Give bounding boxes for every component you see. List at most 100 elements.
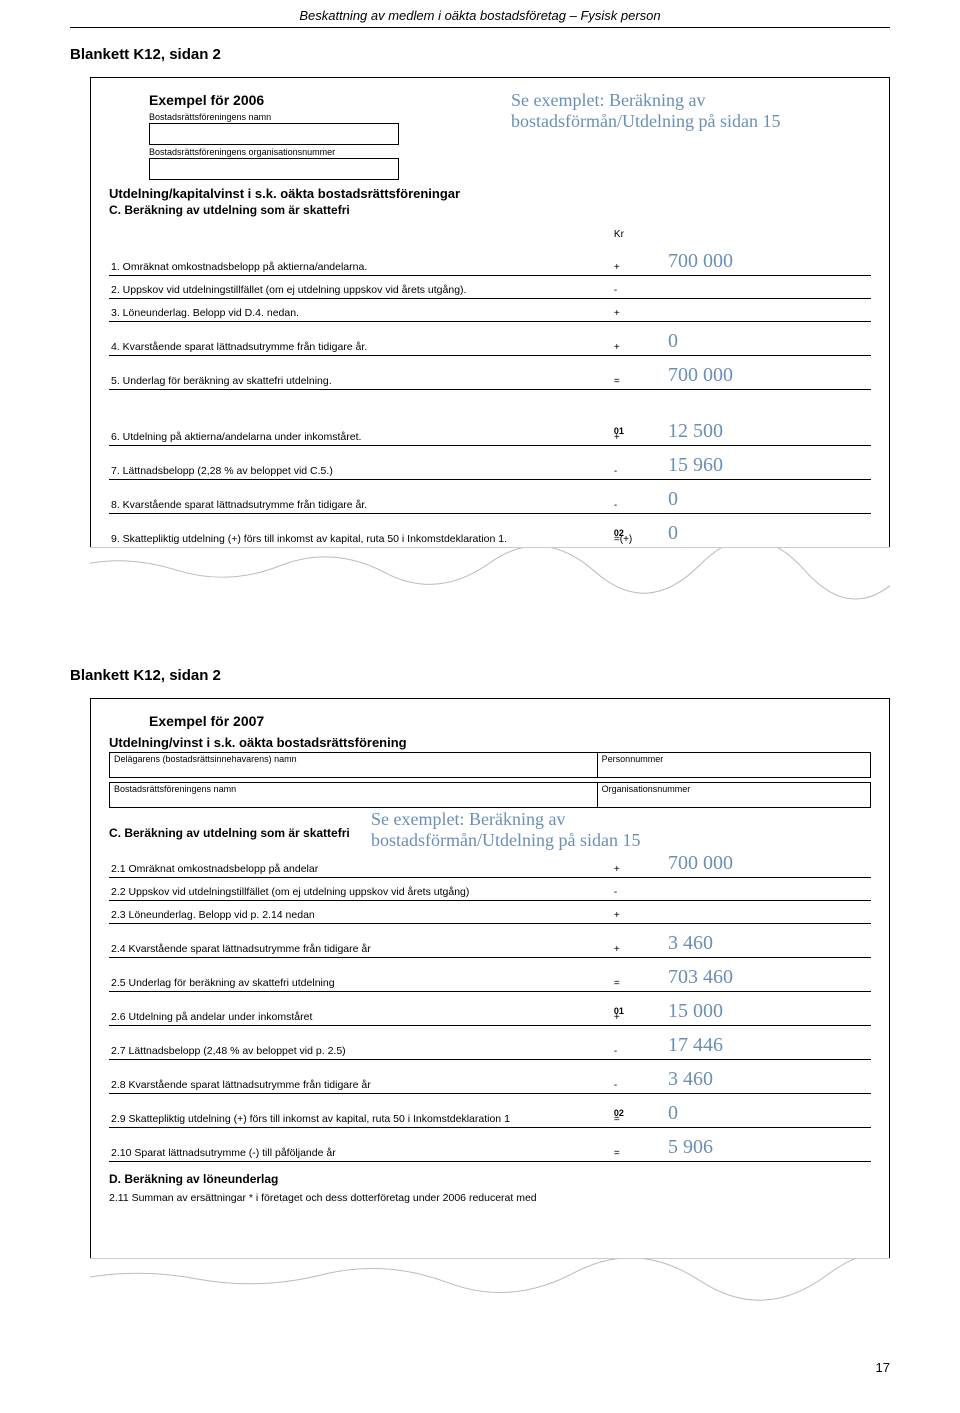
heading-c1-2007: Utdelning/vinst i s.k. oäkta bostadsrätt… [109,735,871,750]
hw-value: 12 500 [668,420,723,442]
heading-c1-2006: Utdelning/kapitalvinst i s.k. oäkta bost… [109,186,871,201]
handwritten-note-2007: Se exemplet: Beräkning av bostadsförmån/… [371,809,671,850]
field-name: Bostadsrättsföreningens namn [149,112,399,145]
table-2006-a: Kr 1. Omräknat omkostnadsbelopp på aktie… [109,221,871,582]
row-val: 5 906 [650,1128,871,1162]
row-val: 17 446 [650,1026,871,1060]
table-row: 1. Omräknat omkostnadsbelopp på aktierna… [109,242,871,276]
row-desc: 1. Omräknat omkostnadsbelopp på aktierna… [109,242,612,276]
row-desc: 3. Löneunderlag. Belopp vid D.4. nedan. [109,299,612,322]
table-row: 6. Utdelning på aktierna/andelarna under… [109,412,871,446]
hw-value: 0 [668,1102,678,1124]
section-title-2007: Blankett K12, sidan 2 [70,667,890,684]
op-text: = [614,1114,620,1125]
op-text: =(+) [614,534,632,545]
row-val: 703 460 [650,958,871,992]
row-desc: 6. Utdelning på aktierna/andelarna under… [109,412,612,446]
row-val: 3 460 [650,924,871,958]
cutoff-line: 2.11 Summan av ersättningar * i företage… [109,1186,871,1204]
row-desc: 2.6 Utdelning på andelar under inkomstår… [109,992,612,1026]
hw-value: 15 960 [668,454,723,476]
table-row: 2.9 Skattepliktig utdelning (+) förs til… [109,1094,871,1128]
row-val: 3 460 [650,1060,871,1094]
row-op: + [612,322,650,356]
form-2007-card: Exempel för 2007 Utdelning/vinst i s.k. … [90,698,890,1318]
table-row: 9. Skattepliktig utdelning (+) förs till… [109,513,871,547]
hw-value: 0 [668,488,678,510]
form-2006-wrap: Se exemplet: Beräkning av bostadsförmån/… [90,77,890,607]
row-op: + [612,242,650,276]
row-op: - [612,479,650,513]
table-row: 3. Löneunderlag. Belopp vid D.4. nedan. … [109,299,871,322]
label-orgnr-2007[interactable]: Organisationsnummer [597,782,871,808]
op-text: + [614,432,620,443]
row-op: - [612,878,650,901]
row-op: - [612,1026,650,1060]
hw-value: 700 000 [668,364,733,386]
form-2007-wrap: Exempel för 2007 Utdelning/vinst i s.k. … [90,698,890,1318]
table-row: 4. Kvarstående sparat lättnadsutrymme fr… [109,322,871,356]
row-desc: 8. Kvarstående sparat lättnadsutrymme fr… [109,479,612,513]
table-row: 2.10 Sparat lättnadsutrymme (-) till påf… [109,1128,871,1162]
hw-value: 15 000 [668,1000,723,1022]
hw-value: 5 906 [668,1136,713,1158]
table-row: 7. Lättnadsbelopp (2,28 % av beloppet vi… [109,445,871,479]
row-val [650,276,871,299]
hw-value: 17 446 [668,1034,723,1056]
handwritten-note-2006: Se exemplet: Beräkning av bostadsförmån/… [511,90,811,131]
table-row: 2.2 Uppskov vid utdelningstillfället (om… [109,878,871,901]
row-desc: 2.4 Kvarstående sparat lättnadsutrymme f… [109,924,612,958]
row-val [650,878,871,901]
row-val: 700 000 [650,242,871,276]
table-row: 2.6 Utdelning på andelar under inkomstår… [109,992,871,1026]
row-val [650,299,871,322]
row-op: 01+ [612,412,650,446]
table-row: 2.3 Löneunderlag. Belopp vid p. 2.14 ned… [109,901,871,924]
row-val [650,901,871,924]
row-op: = [612,356,650,390]
row-desc: 2.8 Kvarstående sparat lättnadsutrymme f… [109,1060,612,1094]
top-fields-2006b: Bostadsrättsföreningens organisationsnum… [149,147,871,180]
input-orgnr[interactable] [149,158,399,180]
row-val: 0 [650,479,871,513]
table-row: 8. Kvarstående sparat lättnadsutrymme fr… [109,479,871,513]
hw-value: 703 460 [668,966,733,988]
row-op: + [612,901,650,924]
row-val: 700 000 [650,844,871,878]
label-name-2007[interactable]: Bostadsrättsföreningens namn [109,782,597,808]
row-val: 0 [650,513,871,547]
torn-edge-icon [90,547,890,607]
row-val: 12 500 [650,412,871,446]
row-op: = [612,1128,650,1162]
header-rule [70,27,890,28]
hw-value: 0 [668,330,678,352]
label-name: Bostadsrättsföreningens namn [149,112,399,122]
page: Beskattning av medlem i oäkta bostadsför… [0,0,960,1413]
kr-row: Kr [109,221,871,242]
row-desc: 4. Kvarstående sparat lättnadsutrymme fr… [109,322,612,356]
row-val: 15 960 [650,445,871,479]
row-desc: 2.3 Löneunderlag. Belopp vid p. 2.14 ned… [109,901,612,924]
section-title-2006: Blankett K12, sidan 2 [70,46,890,63]
heading-c2-2006: C. Beräkning av utdelning som är skattef… [109,203,871,217]
label-owner[interactable]: Delägarens (bostadsrättsinnehavarens) na… [109,752,597,778]
table-row: 2.8 Kvarstående sparat lättnadsutrymme f… [109,1060,871,1094]
row-desc: 2.7 Lättnadsbelopp (2,48 % av beloppet v… [109,1026,612,1060]
row-val: 0 [650,322,871,356]
label-pnr[interactable]: Personnummer [597,752,871,778]
row-val: 15 000 [650,992,871,1026]
table-2007: 2.1 Omräknat omkostnadsbelopp på andelar… [109,844,871,1162]
input-name[interactable] [149,123,399,145]
op-text: + [614,1012,620,1023]
running-title: Beskattning av medlem i oäkta bostadsför… [70,0,890,27]
kr-label: Kr [612,221,650,242]
row-val: 0 [650,1094,871,1128]
d-heading-2007: D. Beräkning av löneunderlag [109,1172,871,1186]
table-row: 2. Uppskov vid utdelningstillfället (om … [109,276,871,299]
row-op: + [612,299,650,322]
owner-row: Delägarens (bostadsrättsinnehavarens) na… [109,752,871,778]
table-row: 2.4 Kvarstående sparat lättnadsutrymme f… [109,924,871,958]
row-desc: 9. Skattepliktig utdelning (+) förs till… [109,513,612,547]
row-op: - [612,1060,650,1094]
row-op: = [612,958,650,992]
